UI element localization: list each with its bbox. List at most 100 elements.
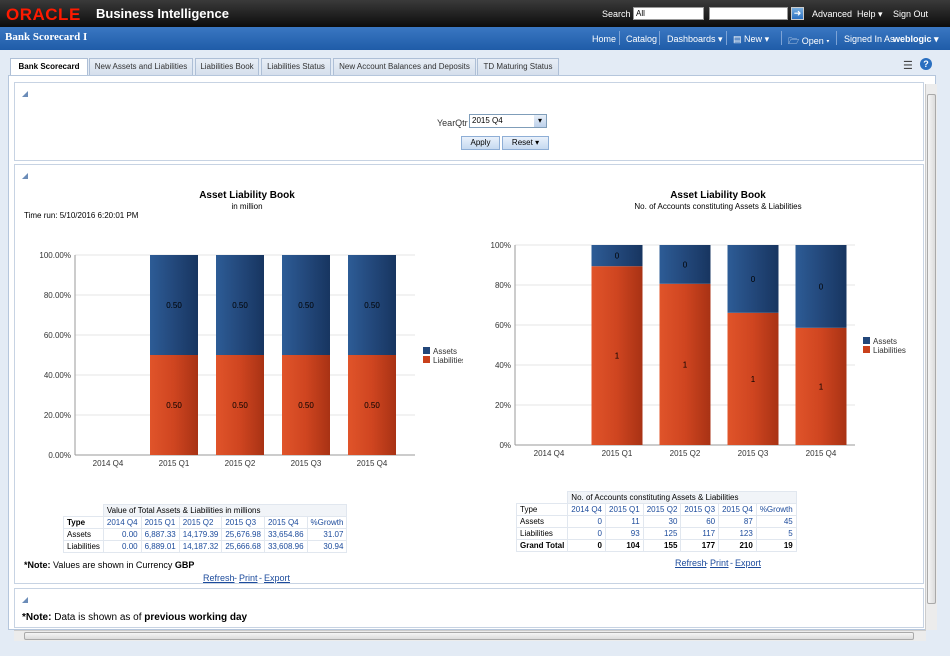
collapse-section-icon[interactable] <box>22 597 28 603</box>
column-header: 2015 Q4 <box>718 503 757 516</box>
help-menu[interactable]: Help ▾ <box>857 9 883 20</box>
column-header: %Growth <box>755 503 797 516</box>
x-tick-label: 2015 Q1 <box>159 459 190 468</box>
bar-assets <box>216 255 264 355</box>
collapse-section-icon[interactable] <box>22 173 28 179</box>
data-label: 0.50 <box>232 401 248 410</box>
tab-liabilities-book[interactable]: Liabilities Book <box>195 58 259 75</box>
yearqtr-select[interactable]: 2015 Q4 ▾ <box>469 114 547 128</box>
global-header: ORACLE Business Intelligence Search All … <box>0 0 950 27</box>
x-tick-label: 2015 Q3 <box>738 449 769 458</box>
y-tick-label: 80.00% <box>44 291 71 300</box>
new-menu[interactable]: ▤ New ▾ <box>733 34 769 45</box>
yearqtr-label: YearQtr <box>437 118 468 128</box>
legend-swatch <box>863 346 870 353</box>
apply-button[interactable]: Apply <box>461 136 500 150</box>
prompt-section: YearQtr 2015 Q4 ▾ Apply Reset ▾ <box>14 82 924 161</box>
divider <box>781 31 782 45</box>
data-label: 0.50 <box>166 301 182 310</box>
column-header: %Growth <box>306 516 348 529</box>
export-link[interactable]: Export <box>735 558 762 568</box>
sign-out-link[interactable]: Sign Out <box>893 9 929 19</box>
vertical-scrollbar[interactable] <box>925 84 937 630</box>
data-label: 0.50 <box>232 301 248 310</box>
row-label: Liabilities <box>63 540 104 553</box>
chevron-down-icon: ▾ <box>718 34 723 44</box>
export-link[interactable]: Export <box>264 573 291 583</box>
print-link[interactable]: Print <box>239 573 258 583</box>
table-cell: 5 <box>755 527 797 540</box>
bar-assets <box>348 255 396 355</box>
divider <box>726 31 727 45</box>
dashboard-content: YearQtr 2015 Q4 ▾ Apply Reset ▾ Asset Li… <box>8 75 936 630</box>
yearqtr-value: 2015 Q4 <box>472 116 503 125</box>
table-cell: 25,666.68 <box>221 540 265 553</box>
page-options-icon[interactable]: ☰ <box>903 60 913 72</box>
signed-in-label: Signed In As <box>844 34 895 44</box>
search-scope-select[interactable]: All <box>633 7 704 20</box>
bar-assets <box>727 245 779 313</box>
note-text: Values are shown in Currency <box>50 560 175 570</box>
bar-liabilities <box>348 355 396 455</box>
table-cell: 33,608.96 <box>263 540 308 553</box>
table-cell: 19 <box>755 539 797 552</box>
tab-new-assets-liabilities[interactable]: New Assets and Liabilities <box>89 58 193 75</box>
column-header: Type <box>63 516 104 529</box>
chevron-down-icon: ▾ <box>535 138 540 147</box>
refresh-link[interactable]: Refresh <box>203 573 235 583</box>
search-input[interactable] <box>709 7 788 20</box>
table-row: Assets 0 11 30 60 87 45 <box>515 515 797 528</box>
collapse-section-icon[interactable] <box>22 91 28 97</box>
right-data-table: No. of Accounts constituting Assets & Li… <box>515 491 797 552</box>
refresh-link[interactable]: Refresh <box>675 558 707 568</box>
help-icon[interactable]: ? <box>920 58 932 70</box>
y-tick-label: 60% <box>495 321 511 330</box>
table-cell: 0 <box>567 539 606 552</box>
table-cell: 30.94 <box>306 540 348 553</box>
table-cell: 14,187.32 <box>178 540 223 553</box>
reset-button[interactable]: Reset ▾ <box>502 136 549 150</box>
column-header: Type <box>515 503 569 516</box>
tab-new-account-balances[interactable]: New Account Balances and Deposits <box>333 58 476 75</box>
dashboard-tabs: Bank Scorecard New Assets and Liabilitie… <box>0 50 950 76</box>
tab-bank-scorecard[interactable]: Bank Scorecard <box>10 58 88 76</box>
table-cell: 6,887.33 <box>140 528 180 541</box>
table-cell: 30 <box>642 515 682 528</box>
search-go-icon[interactable]: ➜ <box>791 7 804 20</box>
dashboards-menu[interactable]: Dashboards ▾ <box>667 34 723 45</box>
y-tick-label: 40.00% <box>44 371 71 380</box>
folder-icon: 🗁 <box>788 36 800 46</box>
table-cell: 0 <box>567 527 606 540</box>
table-cell: 14,179.39 <box>178 528 223 541</box>
table-cell: 6,889.01 <box>140 540 180 553</box>
data-label: 1 <box>819 382 824 391</box>
y-tick-label: 0% <box>499 441 511 450</box>
tab-liabilities-status[interactable]: Liabilities Status <box>261 58 331 75</box>
table-cell: 104 <box>605 539 644 552</box>
scrollbar-thumb[interactable] <box>927 94 936 604</box>
dashboard-titlebar: Bank Scorecard I Home Catalog Dashboards… <box>0 27 950 50</box>
table-cell: 33,654.86 <box>263 528 308 541</box>
advanced-link[interactable]: Advanced <box>812 9 853 19</box>
table-cell: 11 <box>605 515 644 528</box>
legend-swatch <box>423 356 430 363</box>
column-header: 2015 Q2 <box>178 516 223 529</box>
scrollbar-thumb[interactable] <box>24 632 914 640</box>
y-tick-label: 60.00% <box>44 331 71 340</box>
x-tick-label: 2015 Q4 <box>806 449 837 458</box>
reset-label: Reset <box>511 138 533 147</box>
data-label: 0 <box>751 275 756 284</box>
y-tick-label: 20.00% <box>44 411 71 420</box>
tab-td-maturing-status[interactable]: TD Maturing Status <box>477 58 559 75</box>
open-label: Open <box>801 36 824 46</box>
x-tick-label: 2015 Q3 <box>291 459 322 468</box>
legend-label: Assets <box>873 337 897 346</box>
print-link[interactable]: Print <box>710 558 729 568</box>
user-menu[interactable]: weblogic ▾ <box>893 34 939 45</box>
horizontal-scrollbar[interactable] <box>14 630 926 641</box>
open-menu[interactable]: 🗁 Open ▾ <box>788 34 830 50</box>
bar-assets <box>282 255 330 355</box>
home-link[interactable]: Home <box>592 34 617 44</box>
divider <box>619 31 620 45</box>
catalog-link[interactable]: Catalog <box>626 34 658 44</box>
